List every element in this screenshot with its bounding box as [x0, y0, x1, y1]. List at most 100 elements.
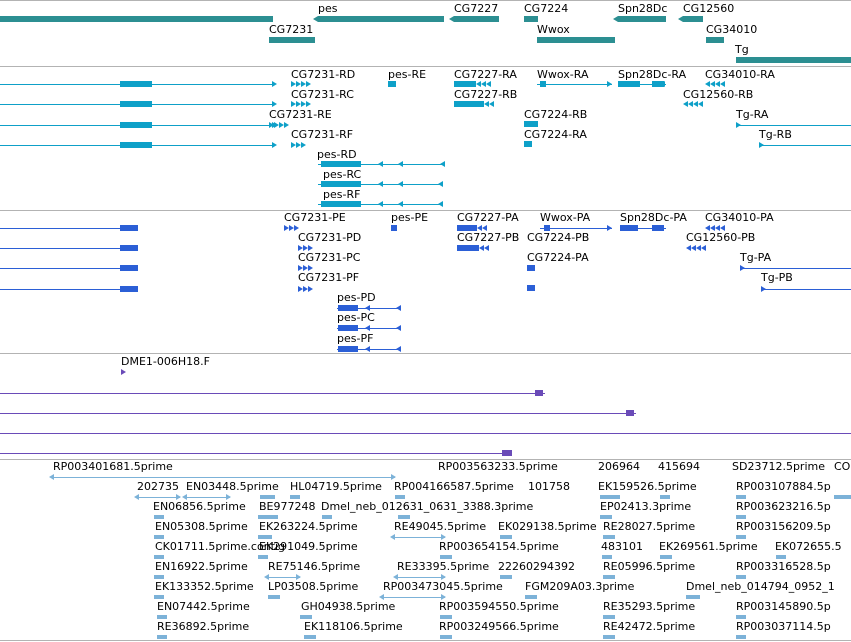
transcript-exon[interactable]	[652, 81, 664, 87]
transcript-exon[interactable]	[120, 81, 152, 87]
cds-exon[interactable]	[120, 225, 138, 231]
cds-line[interactable]	[0, 228, 138, 229]
est-line[interactable]	[0, 393, 545, 394]
est-line[interactable]	[0, 433, 851, 434]
read-block[interactable]	[500, 535, 512, 539]
read-block[interactable]	[154, 535, 164, 539]
cds-exon[interactable]	[457, 245, 479, 251]
transcript-exon[interactable]	[120, 142, 152, 148]
read-block[interactable]	[322, 515, 332, 519]
transcript-exon[interactable]	[524, 141, 532, 147]
read-line[interactable]	[394, 537, 445, 538]
transcript-exon[interactable]	[454, 101, 484, 107]
read-block[interactable]	[834, 495, 851, 499]
read-line[interactable]	[138, 497, 180, 498]
gene-bar[interactable]	[454, 16, 499, 22]
transcript-exon[interactable]	[524, 121, 538, 127]
cds-exon[interactable]	[527, 285, 535, 291]
read-block[interactable]	[395, 495, 405, 499]
cds-exon[interactable]	[120, 265, 138, 271]
gene-bar[interactable]	[736, 57, 851, 63]
cds-line[interactable]	[0, 248, 138, 249]
read-block[interactable]	[736, 615, 746, 619]
gene-bar[interactable]	[0, 16, 273, 22]
read-line[interactable]	[53, 477, 395, 478]
transcript-exon[interactable]	[120, 122, 152, 128]
feature-line[interactable]	[618, 84, 666, 85]
read-block[interactable]	[440, 615, 452, 619]
read-block[interactable]	[736, 535, 746, 539]
gene-bar[interactable]	[683, 16, 703, 22]
read-block[interactable]	[258, 535, 272, 539]
cds-exon[interactable]	[457, 225, 477, 231]
est-line[interactable]	[0, 453, 512, 454]
cds-exon[interactable]	[338, 346, 358, 352]
transcript-exon[interactable]	[321, 161, 361, 167]
read-block[interactable]	[660, 555, 672, 559]
read-block[interactable]	[154, 515, 164, 519]
est-segment[interactable]	[535, 390, 543, 396]
read-line[interactable]	[397, 577, 445, 578]
transcript-exon[interactable]	[321, 201, 361, 207]
transcript-exon[interactable]	[321, 181, 361, 187]
read-block[interactable]	[736, 515, 746, 519]
gene-bar[interactable]	[618, 16, 666, 22]
read-line[interactable]	[186, 497, 230, 498]
read-block[interactable]	[157, 615, 167, 619]
read-block[interactable]	[290, 495, 300, 499]
read-block[interactable]	[500, 575, 512, 579]
read-block[interactable]	[157, 635, 167, 639]
read-block[interactable]	[304, 635, 316, 639]
read-block[interactable]	[660, 495, 670, 499]
est-segment[interactable]	[502, 450, 512, 456]
read-line[interactable]	[268, 577, 300, 578]
read-block[interactable]	[440, 635, 452, 639]
feature-line[interactable]	[740, 268, 851, 269]
read-block[interactable]	[154, 595, 164, 599]
read-block[interactable]	[600, 495, 620, 499]
est-line[interactable]	[0, 413, 636, 414]
cds-exon[interactable]	[527, 265, 535, 271]
read-block[interactable]	[398, 515, 410, 519]
read-block[interactable]	[603, 635, 615, 639]
feature-line[interactable]	[540, 228, 612, 229]
cds-line[interactable]	[0, 268, 138, 269]
read-block[interactable]	[440, 555, 452, 559]
read-block[interactable]	[736, 575, 746, 579]
read-block[interactable]	[260, 495, 275, 499]
feature-line[interactable]	[537, 84, 612, 85]
cds-exon[interactable]	[544, 225, 550, 231]
read-block[interactable]	[154, 555, 164, 559]
read-block[interactable]	[258, 555, 268, 559]
gene-bar[interactable]	[269, 37, 315, 43]
cds-exon[interactable]	[120, 286, 138, 292]
feature-line[interactable]	[736, 125, 851, 126]
read-block[interactable]	[258, 515, 278, 519]
read-block[interactable]	[603, 575, 615, 579]
transcript-exon[interactable]	[120, 101, 152, 107]
read-block[interactable]	[602, 555, 612, 559]
gene-bar[interactable]	[706, 37, 724, 43]
read-block[interactable]	[525, 595, 537, 599]
cds-exon[interactable]	[120, 245, 138, 251]
read-block[interactable]	[776, 555, 786, 559]
gene-bar[interactable]	[524, 16, 538, 22]
read-block[interactable]	[300, 615, 312, 619]
cds-exon[interactable]	[338, 305, 358, 311]
cds-exon[interactable]	[652, 225, 664, 231]
read-line[interactable]	[383, 597, 445, 598]
read-block[interactable]	[603, 535, 615, 539]
read-block[interactable]	[268, 595, 280, 599]
read-block[interactable]	[736, 635, 746, 639]
gene-bar[interactable]	[318, 16, 444, 22]
feature-line[interactable]	[620, 228, 666, 229]
gene-bar[interactable]	[537, 37, 615, 43]
feature-line[interactable]	[761, 289, 851, 290]
feature-line[interactable]	[759, 145, 851, 146]
cds-exon[interactable]	[338, 325, 358, 331]
read-block[interactable]	[686, 595, 700, 599]
est-segment[interactable]	[626, 410, 634, 416]
transcript-exon[interactable]	[540, 81, 546, 87]
read-block[interactable]	[736, 495, 746, 499]
